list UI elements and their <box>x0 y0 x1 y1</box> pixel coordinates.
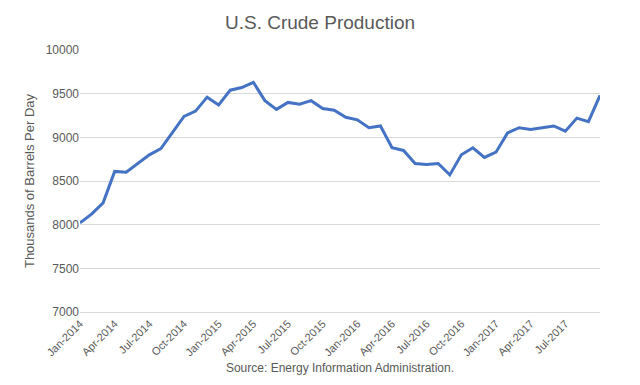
svg-text:Thousands of Barrels Per Day: Thousands of Barrels Per Day <box>22 93 37 268</box>
svg-text:9000: 9000 <box>52 131 79 145</box>
svg-text:8500: 8500 <box>52 174 79 188</box>
svg-text:Jul-2017: Jul-2017 <box>532 318 570 356</box>
svg-text:Jul-2016: Jul-2016 <box>394 318 432 356</box>
svg-text:U.S. Crude Production: U.S. Crude Production <box>225 12 415 33</box>
svg-text:Jan-2015: Jan-2015 <box>183 318 224 359</box>
svg-text:Oct-2015: Oct-2015 <box>287 318 327 358</box>
svg-text:Jul-2014: Jul-2014 <box>116 318 154 356</box>
svg-text:Oct-2016: Oct-2016 <box>426 318 466 358</box>
svg-text:Jan-2016: Jan-2016 <box>322 318 363 359</box>
svg-text:8000: 8000 <box>52 218 79 232</box>
svg-text:Apr-2014: Apr-2014 <box>79 318 119 358</box>
svg-text:Source: Energy Information Adm: Source: Energy Information Administratio… <box>226 361 454 375</box>
svg-text:7500: 7500 <box>52 262 79 276</box>
svg-text:Jan-2017: Jan-2017 <box>460 318 501 359</box>
svg-text:Apr-2016: Apr-2016 <box>357 318 397 358</box>
svg-text:Oct-2014: Oct-2014 <box>149 318 189 358</box>
svg-text:7000: 7000 <box>52 305 79 319</box>
svg-text:Jan-2014: Jan-2014 <box>44 318 85 359</box>
svg-text:Jul-2015: Jul-2015 <box>255 318 293 356</box>
svg-text:9500: 9500 <box>52 87 79 101</box>
svg-text:Apr-2015: Apr-2015 <box>218 318 258 358</box>
svg-text:Apr-2017: Apr-2017 <box>495 318 535 358</box>
svg-text:10000: 10000 <box>46 43 80 57</box>
